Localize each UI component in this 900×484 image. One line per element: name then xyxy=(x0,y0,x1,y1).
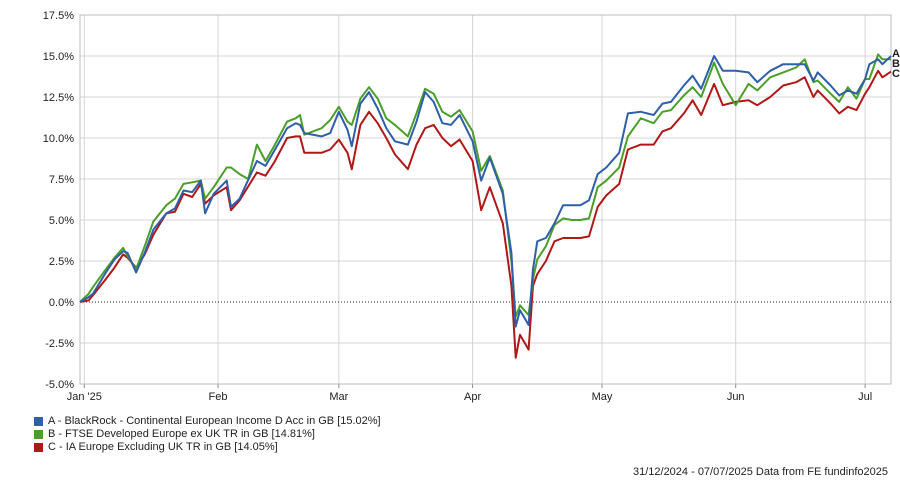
chart-legend: A - BlackRock - Continental European Inc… xyxy=(34,415,381,454)
series-end-label-c: C xyxy=(892,68,900,80)
y-tick-label: 2.5% xyxy=(49,256,74,268)
legend-swatch-b xyxy=(34,430,43,439)
legend-item-a: A - BlackRock - Continental European Inc… xyxy=(34,415,381,428)
y-tick-label: -2.5% xyxy=(45,338,74,350)
x-tick-label: Jun xyxy=(727,391,745,403)
legend-item-c: C - IA Europe Excluding UK TR in GB [14.… xyxy=(34,441,381,454)
y-tick-label: -5.0% xyxy=(45,379,74,391)
x-tick-label: Apr xyxy=(464,391,481,403)
plot-border xyxy=(79,14,892,385)
legend-label-a: A - BlackRock - Continental European Inc… xyxy=(48,415,381,427)
x-tick-label: May xyxy=(592,391,613,403)
y-tick-label: 17.5% xyxy=(43,10,74,22)
legend-item-b: B - FTSE Developed Europe ex UK TR in GB… xyxy=(34,428,381,441)
x-tick-label: Jan '25 xyxy=(67,391,102,403)
x-tick-label: Feb xyxy=(209,391,228,403)
y-tick-label: 5.0% xyxy=(49,215,74,227)
series-line-c xyxy=(79,69,892,359)
chart-footer: 31/12/2024 - 07/07/2025 Data from FE fun… xyxy=(632,466,888,478)
chart-series xyxy=(79,53,892,359)
chart-grid xyxy=(80,14,891,385)
line-chart: 17.5% 15.0% 12.5% 10.0% 7.5% 5.0% 2.5% 0.0% -2.5… xyxy=(43,10,900,403)
legend-label-c: C - IA Europe Excluding UK TR in GB [14.… xyxy=(48,441,278,453)
y-tick-label: 15.0% xyxy=(43,51,74,63)
chart-axes xyxy=(79,14,892,388)
y-tick-label: 10.0% xyxy=(43,133,74,145)
series-end-label-a: A xyxy=(892,48,900,60)
legend-swatch-c xyxy=(34,443,43,452)
y-tick-label: 7.5% xyxy=(49,174,74,186)
chart-tick-labels: 17.5% 15.0% 12.5% 10.0% 7.5% 5.0% 2.5% 0.0% -2.5… xyxy=(43,10,900,403)
legend-label-b: B - FTSE Developed Europe ex UK TR in GB… xyxy=(48,428,315,440)
series-end-label-b: B xyxy=(892,58,900,70)
y-tick-label: 0.0% xyxy=(49,297,74,309)
y-tick-label: 12.5% xyxy=(43,92,74,104)
series-line-a xyxy=(79,55,892,328)
legend-swatch-a xyxy=(34,417,43,426)
x-tick-label: Mar xyxy=(329,391,348,403)
series-line-b xyxy=(79,53,891,318)
x-tick-label: Jul xyxy=(858,391,872,403)
